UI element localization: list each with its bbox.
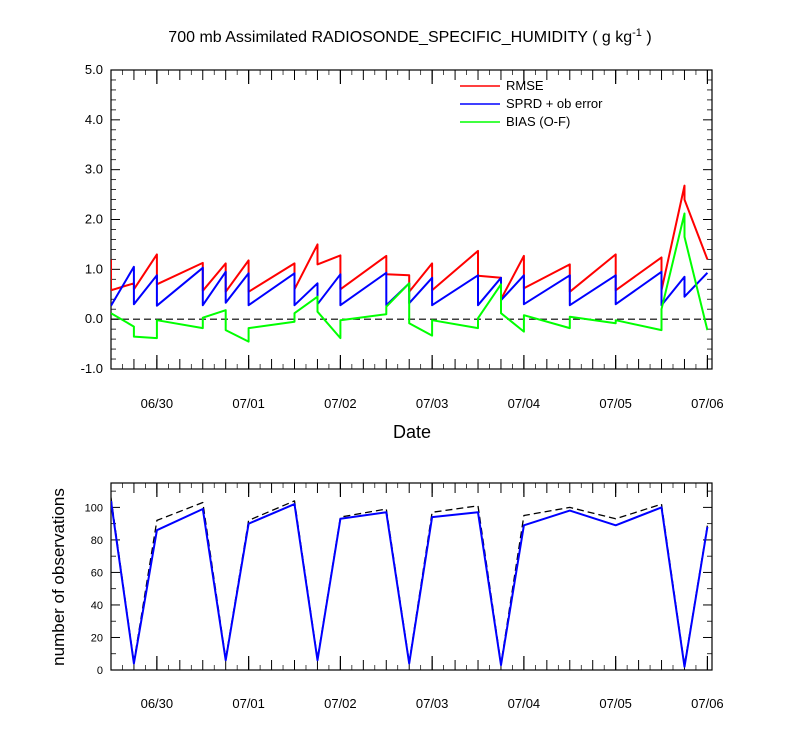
bottom-plot-frame — [110, 482, 713, 671]
bottom-panel: 0 20 40 60 80 100 06/30 07/01 07/02 07/03 07/04 07/… — [49, 482, 724, 711]
top-y-tick-label: 4.0 — [85, 112, 103, 127]
top-x-tick-label: 07/01 — [232, 396, 265, 411]
top-plot-area: -1.0 0.0 1.0 2.0 3.0 4.0 5.0 06/30 07/01 07/02 07/… — [81, 62, 724, 411]
bottom-x-tick-label: 07/01 — [232, 696, 265, 711]
bottom-y-axis-label: number of observations — [49, 488, 68, 666]
top-x-tick-label: 06/30 — [141, 396, 174, 411]
top-y-tick-label: 5.0 — [85, 62, 103, 77]
top-x-axis-label: Date — [393, 422, 431, 442]
top-x-tick-label: 07/05 — [599, 396, 632, 411]
top-y-tick-label: 0.0 — [85, 311, 103, 326]
bottom-y-tick-label: 0 — [97, 665, 103, 677]
top-y-tick-label: 3.0 — [85, 162, 103, 177]
top-series-bias-o-f- — [111, 212, 709, 343]
bottom-x-tick-label: 07/05 — [599, 696, 632, 711]
bottom-x-tick-label: 06/30 — [141, 696, 174, 711]
bottom-x-tick-label: 07/02 — [324, 696, 357, 711]
bottom-y-tick-label: 100 — [85, 502, 103, 514]
bottom-y-tick-label: 20 — [91, 632, 103, 644]
bottom-x-tick-label: 07/03 — [416, 696, 449, 711]
bottom-series-assimilated — [111, 500, 709, 668]
bottom-y-tick-label: 40 — [91, 600, 103, 612]
top-panel: 700 mb Assimilated RADIOSONDE_SPECIFIC_H… — [81, 27, 724, 442]
top-y-tick-label: 2.0 — [85, 212, 103, 227]
bottom-y-tick-label: 60 — [91, 567, 103, 579]
top-x-tick-label: 07/06 — [691, 396, 724, 411]
top-x-tick-label: 07/03 — [416, 396, 449, 411]
legend-label-sprd: SPRD + ob error — [506, 96, 603, 111]
top-chart-title: 700 mb Assimilated RADIOSONDE_SPECIFIC_H… — [168, 27, 651, 46]
top-legend: RMSE SPRD + ob error BIAS (O-F) — [460, 78, 603, 129]
bottom-x-tick-label: 07/06 — [691, 696, 724, 711]
top-y-tick-label: 1.0 — [85, 261, 103, 276]
legend-label-bias: BIAS (O-F) — [506, 114, 570, 129]
top-x-tick-label: 07/02 — [324, 396, 357, 411]
legend-label-rmse: RMSE — [506, 78, 544, 93]
top-x-tick-label: 07/04 — [508, 396, 541, 411]
bottom-plot-area: 0 20 40 60 80 100 06/30 07/01 07/02 07/03 07/04 07/… — [85, 482, 724, 711]
top-y-tick-label: -1.0 — [81, 361, 103, 376]
bottom-x-tick-label: 07/04 — [508, 696, 541, 711]
bottom-y-tick-label: 80 — [91, 535, 103, 547]
